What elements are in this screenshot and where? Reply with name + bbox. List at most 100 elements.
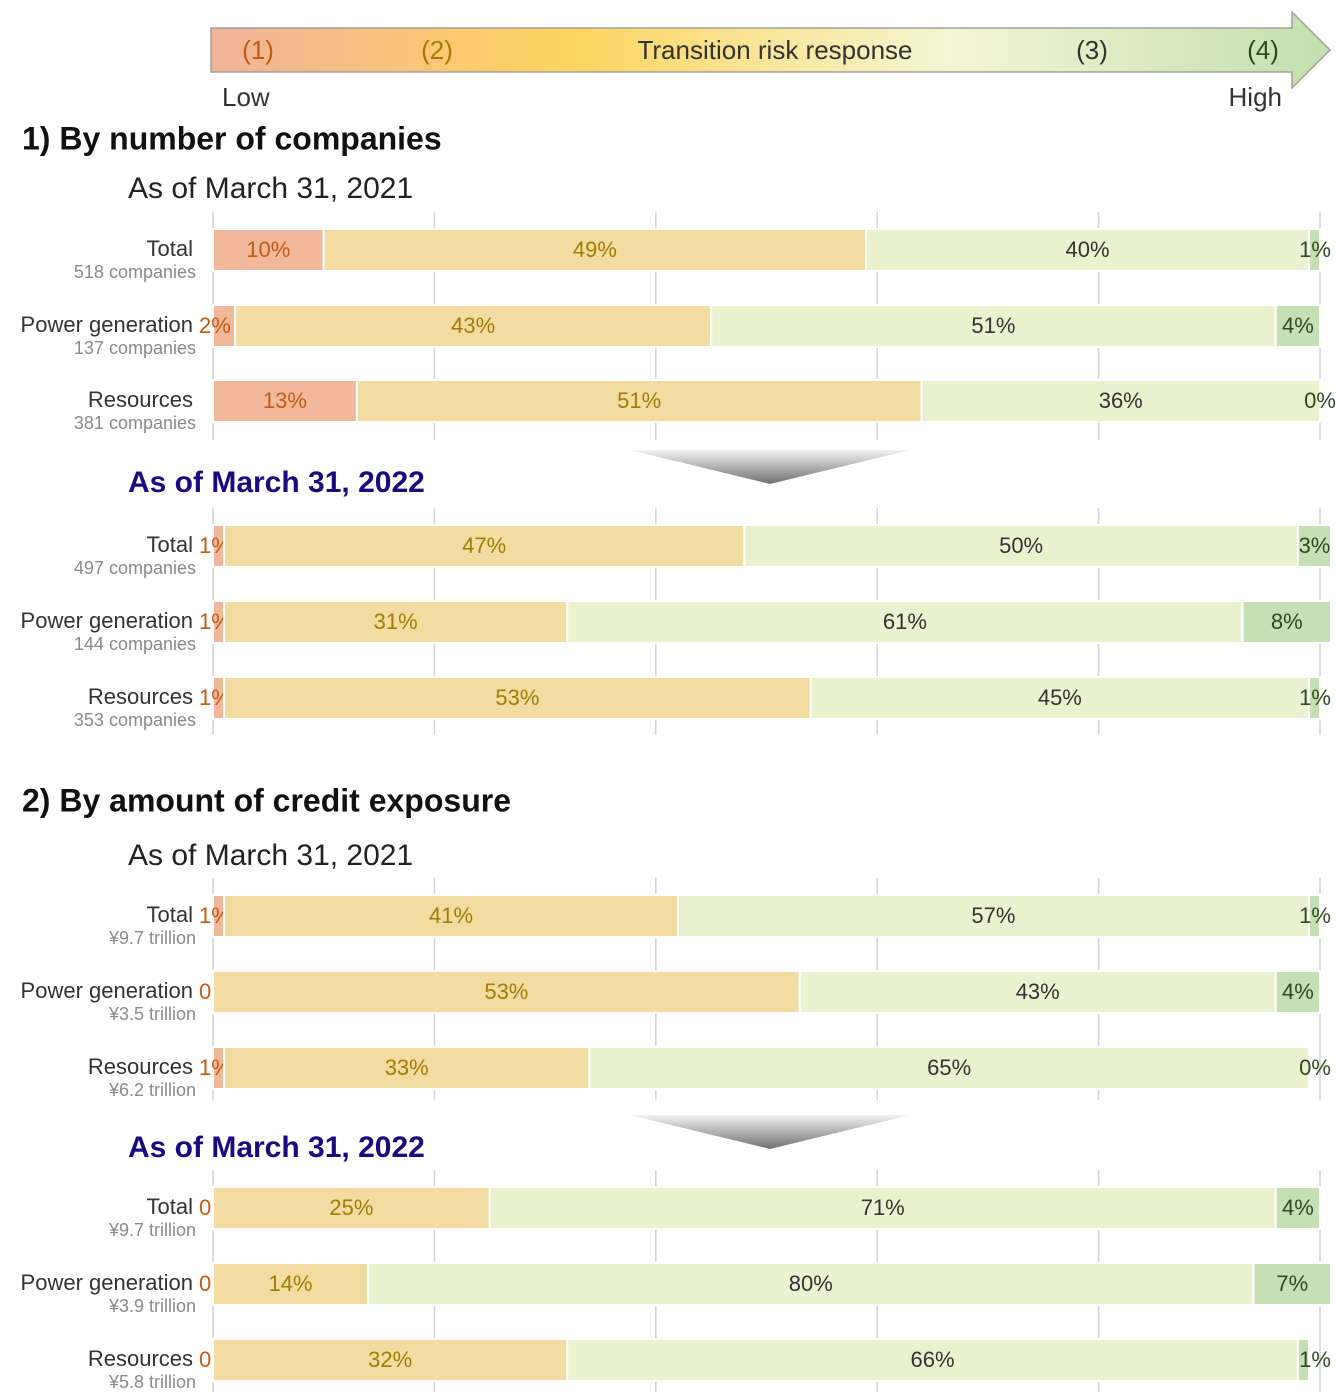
bar-segment: [1307, 676, 1322, 720]
category-sublabel: 137 companies: [74, 338, 196, 358]
value-label: 71%: [861, 1195, 905, 1220]
category-sublabel: ¥3.9 trillion: [108, 1296, 196, 1316]
category-label: Power generation: [21, 978, 193, 1003]
panel-title: As of March 31, 2021: [128, 172, 413, 205]
category-label: Total: [147, 236, 193, 261]
bar-segment: [223, 524, 746, 568]
bar-segment: [234, 304, 713, 348]
panel-title: As of March 31, 2022: [128, 1131, 425, 1164]
category-label: Resources: [88, 684, 193, 709]
value-label: 3%: [1299, 533, 1331, 558]
bar-segment: [488, 1186, 1277, 1230]
value-label: 7%: [1276, 1271, 1308, 1296]
value-label: 49%: [573, 237, 617, 262]
value-label: 33%: [385, 1055, 429, 1080]
bar-segment: [212, 228, 325, 272]
value-label: 36%: [1099, 388, 1143, 413]
bar-segment: [588, 1046, 1310, 1090]
scale-arrow: [210, 10, 1332, 90]
divider-arrow: [630, 1115, 910, 1149]
category-label: Total: [147, 902, 193, 927]
value-label: 50%: [999, 533, 1043, 558]
value-label: 57%: [971, 903, 1015, 928]
bar-segment: [366, 1262, 1255, 1306]
category-sublabel: 144 companies: [74, 634, 196, 654]
panel-title: As of March 31, 2022: [128, 466, 425, 499]
category-label: Resources: [88, 1054, 193, 1079]
value-label: 47%: [462, 533, 506, 558]
value-label: 65%: [927, 1055, 971, 1080]
category-label: Power generation: [21, 1270, 193, 1295]
category-sublabel: ¥3.5 trillion: [108, 1004, 196, 1024]
bar-segment: [1252, 1262, 1333, 1306]
bar-segment: [212, 1186, 491, 1230]
value-label: 53%: [484, 979, 528, 1004]
bar-segment: [1296, 1338, 1310, 1382]
value-label: 2%: [199, 313, 231, 338]
bar-segment: [355, 379, 923, 423]
category-label: Total: [147, 1194, 193, 1219]
category-sublabel: 353 companies: [74, 710, 196, 730]
bar-segment: [566, 1338, 1299, 1382]
bar-segment: [743, 524, 1299, 568]
category-sublabel: 518 companies: [74, 262, 196, 282]
level-label: (4): [1247, 35, 1279, 65]
section-title: 1) By number of companies: [22, 120, 442, 156]
value-label: 4%: [1282, 1195, 1314, 1220]
category-label: Power generation: [21, 312, 193, 337]
category-label: Resources: [88, 387, 193, 412]
category-label: Total: [147, 532, 193, 557]
value-label: 8%: [1271, 609, 1303, 634]
bar-segment: [865, 228, 1310, 272]
level-label: (1): [242, 35, 274, 65]
value-label: 32%: [368, 1347, 412, 1372]
value-label: 53%: [495, 685, 539, 710]
scale-title: Transition risk response: [637, 35, 912, 65]
value-label: 4%: [1282, 313, 1314, 338]
value-label: 0%: [1304, 388, 1336, 413]
bar-segment: [212, 970, 801, 1014]
panel-title: As of March 31, 2021: [128, 839, 413, 872]
bar-segment: [1274, 304, 1321, 348]
value-label: 51%: [971, 313, 1015, 338]
value-label: 80%: [789, 1271, 833, 1296]
value-label: 1%: [1299, 903, 1331, 928]
scale-high: High: [1229, 82, 1282, 112]
category-sublabel: ¥9.7 trillion: [108, 1220, 196, 1240]
bar-segment: [566, 600, 1244, 644]
bar-segment: [223, 1046, 591, 1090]
bar-segment: [1241, 600, 1333, 644]
bar-segment: [223, 676, 812, 720]
value-label: 41%: [429, 903, 473, 928]
value-label: 13%: [263, 388, 307, 413]
value-label: 1%: [1299, 237, 1331, 262]
value-label: 45%: [1038, 685, 1082, 710]
bar-segment: [1274, 970, 1321, 1014]
scale-low: Low: [222, 82, 270, 112]
category-sublabel: 381 companies: [74, 413, 196, 433]
category-label: Power generation: [21, 608, 193, 633]
bar-segment: [676, 894, 1310, 938]
value-label: 4%: [1282, 979, 1314, 1004]
value-label: 1%: [1299, 685, 1331, 710]
category-sublabel: ¥5.8 trillion: [108, 1372, 196, 1392]
level-label: (3): [1076, 35, 1108, 65]
bar-segment: [809, 676, 1310, 720]
bar-segment: [223, 894, 679, 938]
bar-segment: [1307, 894, 1322, 938]
category-sublabel: ¥6.2 trillion: [108, 1080, 196, 1100]
bar-segment: [1296, 524, 1333, 568]
value-label: 43%: [451, 313, 495, 338]
value-label: 14%: [268, 1271, 312, 1296]
bar-segment: [920, 379, 1321, 423]
value-label: 51%: [617, 388, 661, 413]
value-label: 10%: [246, 237, 290, 262]
bar-segment: [1274, 1186, 1321, 1230]
bar-segment: [710, 304, 1277, 348]
value-label: 66%: [911, 1347, 955, 1372]
level-label: (2): [421, 35, 453, 65]
bar-segment: [1307, 228, 1322, 272]
value-label: 25%: [329, 1195, 373, 1220]
divider-arrow: [630, 450, 910, 484]
